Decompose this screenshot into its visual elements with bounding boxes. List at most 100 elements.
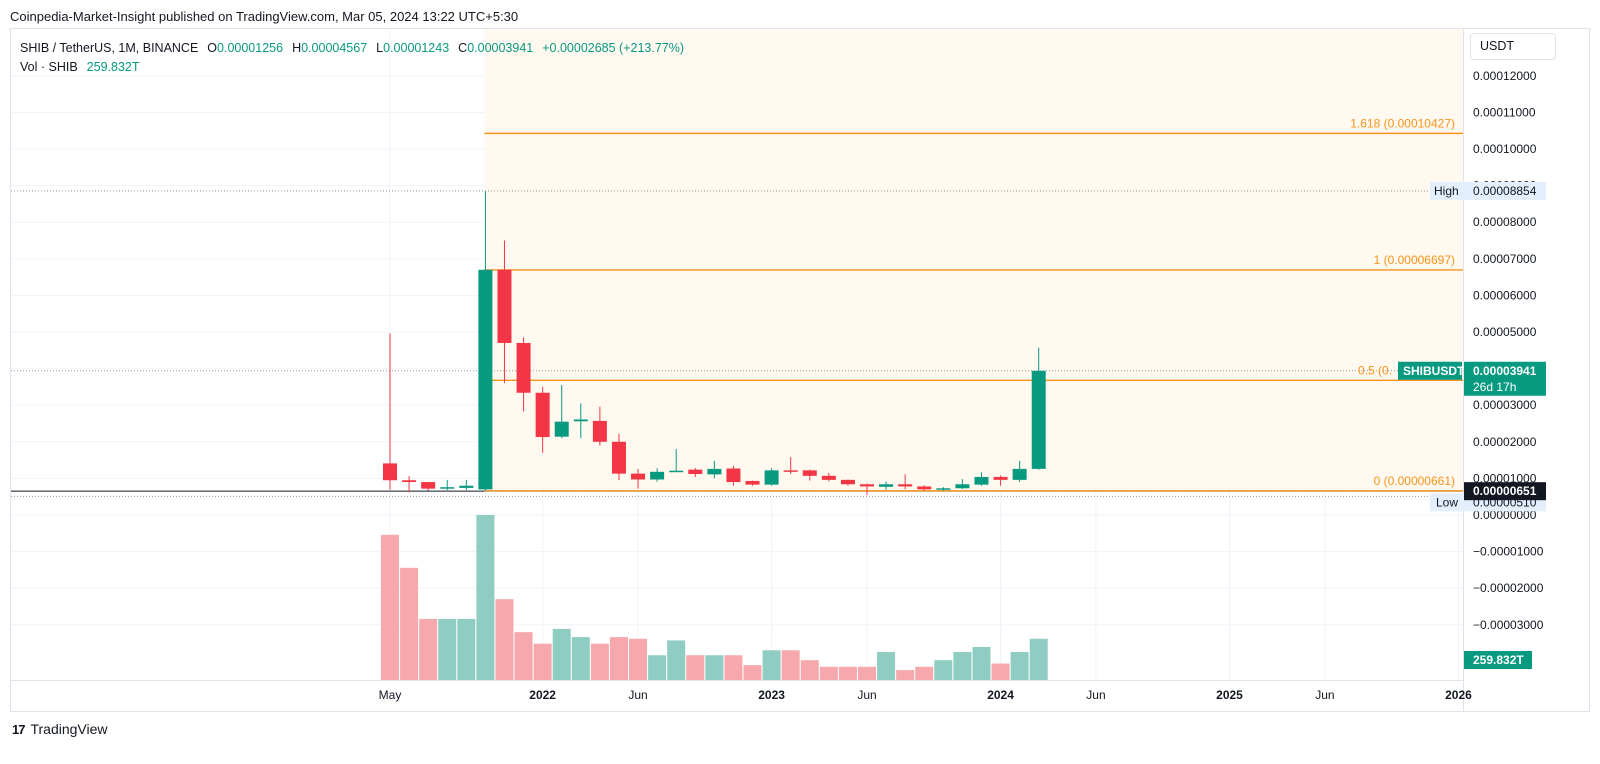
y-tick-label: 0.00007000 [1473, 252, 1537, 266]
candle-body [707, 468, 722, 475]
volume-legend-row: Vol · SHIB 259.832T [20, 58, 684, 77]
volume-bar [705, 655, 724, 680]
candle-body [879, 484, 894, 487]
tradingview-logo-icon: 17 [12, 721, 26, 737]
candle-body [688, 469, 703, 475]
last-price-value: 0.00003941 [1473, 364, 1537, 378]
high-value: 0.00008854 [1473, 184, 1537, 198]
fib-zone [484, 29, 1463, 491]
volume-bar [724, 655, 743, 680]
candle-body [860, 484, 874, 487]
x-tick-label: 2023 [758, 688, 785, 702]
low-label: L [376, 41, 384, 55]
open-value: 0.00001256 [217, 41, 284, 55]
candle-body [974, 476, 989, 485]
candle-body [497, 269, 512, 343]
change-value: +0.00002685 (+213.77%) [542, 41, 685, 55]
candle-body [1012, 468, 1027, 480]
fib-label-0: 0 (0.00000661) [1374, 474, 1455, 488]
y-tick-label: −0.00001000 [1473, 545, 1544, 559]
volume-bar [533, 643, 552, 680]
candle-body [802, 470, 817, 476]
candle-body [611, 441, 626, 474]
candle-body [383, 463, 397, 481]
volume-bar [381, 534, 399, 680]
volume-bar [819, 666, 838, 680]
volume-bar [419, 618, 438, 680]
candle-body [898, 484, 913, 487]
bar-countdown: 26d 17h [1473, 380, 1516, 394]
candle-body [592, 420, 607, 442]
y-tick-label: 0.00005000 [1473, 325, 1537, 339]
x-tick-label: May [379, 688, 402, 702]
currency-button[interactable]: USDT [1470, 33, 1556, 60]
volume-label[interactable]: Vol · SHIB [20, 60, 78, 74]
volume-bar [838, 666, 857, 680]
high-value: 0.00004567 [301, 41, 368, 55]
volume-bar [1010, 651, 1029, 680]
candle-body [1031, 370, 1046, 469]
candle-body [459, 485, 474, 488]
volume-bar [438, 618, 457, 680]
candle-body [936, 488, 951, 490]
high-label: High [1434, 184, 1459, 198]
publisher-caption: Coinpedia-Market-Insight published on Tr… [10, 9, 519, 24]
volume-value: 259.832T [86, 60, 140, 74]
high-label: H [292, 41, 302, 55]
volume-bar [877, 651, 896, 680]
y-tick-label: 0.00012000 [1473, 69, 1537, 83]
y-tick-label: −0.00002000 [1473, 581, 1544, 595]
volume-bar [648, 655, 667, 680]
volume-bar [781, 650, 800, 680]
x-tick-label: 2025 [1216, 688, 1243, 702]
volume-bar [934, 660, 953, 680]
y-tick-label: 0.00002000 [1473, 435, 1537, 449]
candle-body [669, 470, 684, 473]
y-tick-label: 0.00001000 [1473, 471, 1537, 485]
close-value: 0.00003941 [467, 41, 534, 55]
x-tick-label: Jun [1315, 688, 1334, 702]
last-price-label-bg [1464, 361, 1546, 396]
footer-brand: 17 TradingView [12, 721, 108, 737]
volume-bar [590, 643, 609, 680]
volume-bar [552, 628, 571, 680]
volume-bar [667, 640, 686, 680]
volume-bar [991, 663, 1010, 680]
symbol-label: SHIBUSDT [1403, 364, 1465, 378]
y-tick-label: 0.00008000 [1473, 215, 1537, 229]
candle-body [783, 470, 798, 472]
y-tick-label: 0.00000000 [1473, 508, 1537, 522]
open-label: O [207, 41, 218, 55]
volume-bar [858, 666, 876, 680]
x-tick-label: 2022 [529, 688, 556, 702]
chart-frame [10, 28, 1590, 712]
symbol-title[interactable]: SHIB / TetherUS, 1M, BINANCE [20, 41, 199, 55]
volume-bar [495, 599, 514, 680]
candle-body [650, 471, 665, 480]
low-label: Low [1436, 495, 1458, 509]
low-value: 0.00001243 [383, 41, 450, 55]
candle-body [840, 479, 855, 485]
high-label-bg [1430, 181, 1546, 200]
volume-bar [1029, 638, 1048, 680]
volume-bar [457, 618, 476, 680]
x-tick-label: 2024 [987, 688, 1014, 702]
chart-legend: SHIB / TetherUS, 1M, BINANCE O0.00001256 H… [20, 39, 684, 77]
candle-body [993, 476, 1008, 480]
candle-body [516, 342, 531, 393]
volume-bar [800, 660, 819, 680]
volume-bar [476, 515, 495, 680]
hline-label-bg [1464, 482, 1546, 501]
candle-body [440, 487, 455, 489]
y-tick-label: 0.00011000 [1473, 105, 1536, 119]
volume-bar [972, 647, 991, 680]
fib-label-1-618: 1.618 (0.00010427) [1350, 116, 1455, 130]
volume-label-bg [1464, 651, 1532, 669]
tradingview-brand[interactable]: TradingView [30, 721, 108, 737]
y-tick-label: 0.00010000 [1473, 142, 1537, 156]
symbol-label-bg [1398, 361, 1462, 380]
volume-bar [915, 666, 934, 680]
volume-bar [686, 655, 705, 680]
candle-body [955, 484, 970, 489]
